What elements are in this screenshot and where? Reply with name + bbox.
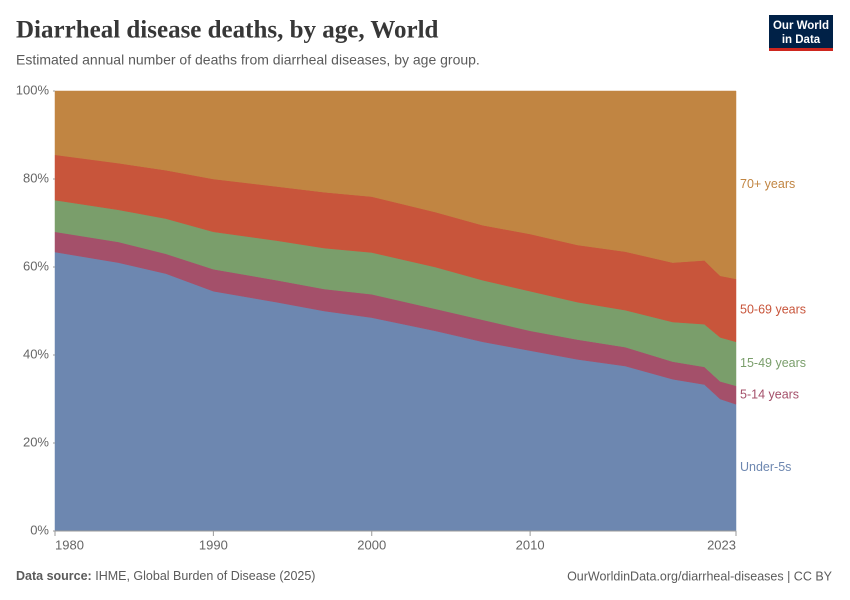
logo-text: Our World [773,20,829,32]
x-tick-label: 2000 [357,537,386,552]
source-url[interactable]: OurWorldinData.org/diarrheal-diseases | … [567,569,833,583]
y-tick-label: 80% [23,170,49,185]
source-label: Data source: [16,569,92,583]
series-label: 70+ years [740,177,795,191]
x-tick-label: 2010 [516,537,545,552]
chart-subtitle: Estimated annual number of deaths from d… [16,52,480,68]
y-tick-label: 20% [23,434,49,449]
series-label: Under-5s [740,460,791,474]
logo-box [769,15,833,51]
series-label: 50-69 years [740,303,806,317]
source-text: IHME, Global Burden of Disease (2025) [95,569,315,583]
logo-bar [769,48,833,51]
x-tick-label: 1990 [199,537,228,552]
y-tick-label: 0% [30,522,49,537]
chart-title: Diarrheal disease deaths, by age, World [16,17,439,44]
area [54,90,737,280]
y-tick-label: 40% [23,346,49,361]
series-label: 15-49 years [740,356,806,370]
source: Data source: IHME, Global Burden of Dise… [16,569,315,583]
x-tick-label: 2023 [707,537,736,552]
y-tick-label: 100% [16,82,50,97]
x-tick-label: 1980 [55,537,84,552]
y-tick-label: 60% [23,258,49,273]
series-label: 5-14 years [740,387,799,401]
logo-text: in Data [782,34,821,46]
logo[interactable]: Our World in Data [769,15,833,51]
